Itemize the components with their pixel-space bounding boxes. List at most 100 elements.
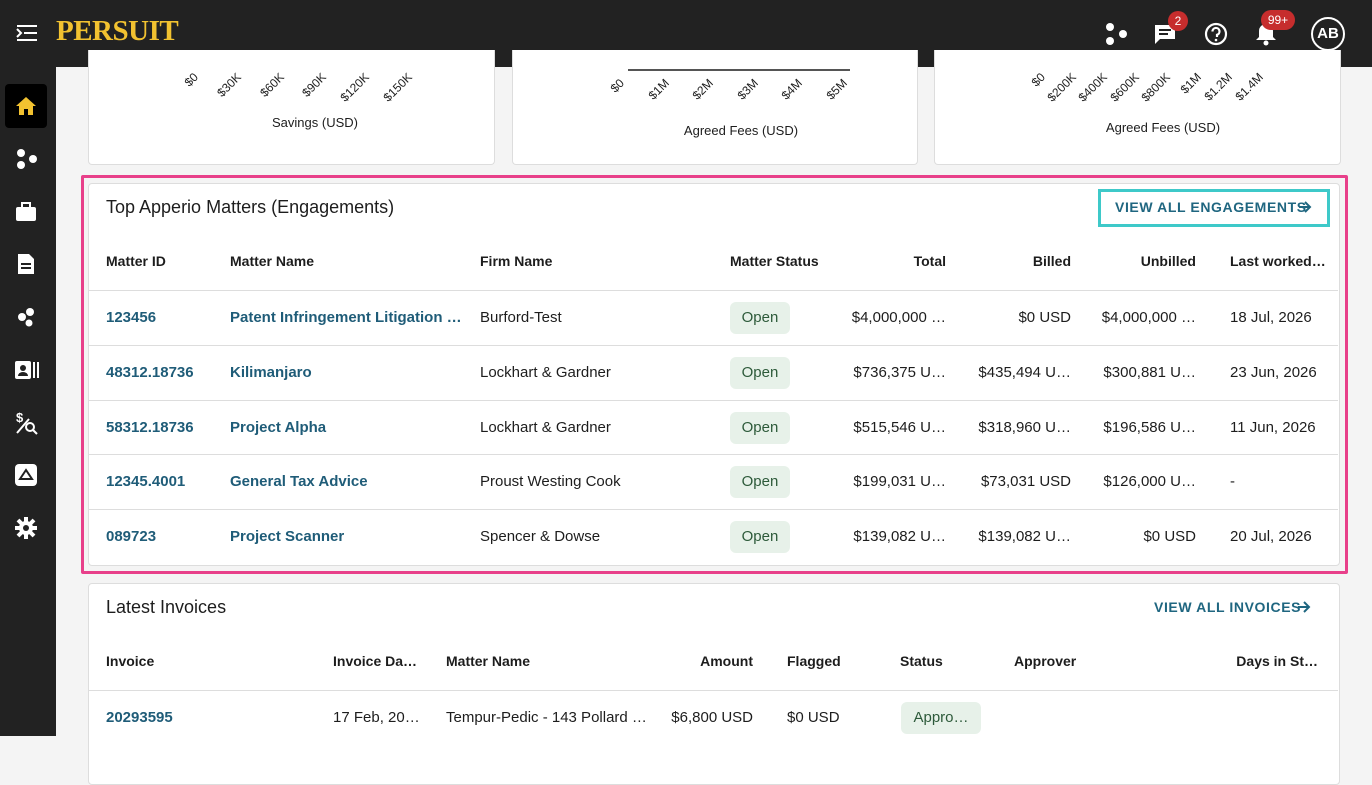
table-cell: $139,082 U… [853, 528, 946, 545]
row-separator [89, 509, 1338, 510]
table-cell: - [1230, 473, 1235, 491]
chart-card [934, 50, 1341, 165]
column-header: Status [900, 653, 943, 669]
table-cell: Proust Westing Cook [480, 473, 621, 491]
table-cell: $0 USD [1018, 309, 1071, 326]
sidebar: $ [0, 67, 56, 736]
table-link[interactable]: 20293595 [106, 709, 173, 726]
column-header: Firm Name [480, 253, 553, 269]
row-separator [89, 290, 1338, 291]
table-link[interactable]: 123456 [106, 309, 157, 326]
table-cell: $435,494 U… [978, 363, 1071, 381]
table-cell: $73,031 USD [980, 473, 1071, 491]
chat-icon[interactable] [1153, 22, 1177, 46]
column-header: Unbilled [1140, 253, 1196, 269]
avatar[interactable]: AB [1311, 17, 1345, 51]
settings-icon[interactable] [15, 517, 37, 539]
briefcase-icon[interactable] [15, 202, 37, 222]
table-link[interactable]: Project Alpha [230, 418, 327, 436]
column-header: Invoice Da… [333, 653, 418, 669]
app-icon[interactable] [14, 463, 38, 487]
table-cell: Spencer & Dowse [480, 528, 601, 545]
axis-line [628, 69, 850, 71]
column-header: Matter Name [446, 653, 531, 669]
invoices-card [88, 583, 1340, 785]
axis-label: Agreed Fees (USD) [683, 123, 799, 138]
network-icon[interactable] [1104, 22, 1130, 46]
column-header: Billed [1032, 253, 1071, 269]
document-icon[interactable] [17, 253, 35, 275]
cluster-icon[interactable] [16, 307, 36, 327]
table-cell: $196,586 U… [1103, 418, 1196, 436]
table-link[interactable]: Kilimanjaro [230, 363, 312, 381]
contacts-icon[interactable] [14, 360, 40, 380]
table-cell: $4,000,000 … [1101, 309, 1196, 326]
table-link[interactable]: 089723 [106, 528, 157, 545]
column-header: Flagged [787, 653, 841, 669]
bell-badge: 99+ [1261, 10, 1295, 30]
matters-card [88, 183, 1340, 566]
audit-icon[interactable]: $ [15, 411, 39, 435]
home-icon[interactable] [15, 95, 37, 117]
table-cell: $126,000 U… [1103, 473, 1196, 491]
column-header: Invoice [106, 653, 155, 669]
column-header: Amount [700, 653, 753, 669]
table-cell: $199,031 U… [853, 473, 946, 491]
table-cell: $736,375 U… [853, 363, 946, 381]
card-title: Top Apperio Matters (Engagements) [106, 197, 395, 217]
arrow-icon [1299, 201, 1312, 213]
axis-label: Savings (USD) [272, 115, 358, 130]
table-cell: $4,000,000 … [851, 309, 946, 326]
svg-text:$: $ [16, 411, 24, 425]
row-separator [89, 690, 1338, 691]
highlight-frame [81, 175, 1348, 574]
table-cell: 17 Feb, 20… [333, 709, 420, 726]
table-cell: Tempur-Pedic - 143 Pollard … [446, 709, 647, 726]
table-cell: $139,082 U… [978, 528, 1071, 545]
table-link[interactable]: Patent Infringement Litigation … [230, 309, 462, 326]
view-all-button[interactable]: VIEW ALL INVOICES [1154, 599, 1302, 615]
column-header: Last worked… [1230, 253, 1326, 269]
network-icon[interactable] [15, 148, 39, 170]
table-cell: $300,881 U… [1103, 363, 1196, 381]
column-header: Total [913, 253, 946, 269]
table-cell: $6,800 USD [671, 709, 753, 726]
table-cell: Burford-Test [480, 309, 562, 326]
menu-icon[interactable] [16, 24, 38, 42]
chart-card [512, 50, 918, 165]
card-title: Latest Invoices [106, 597, 227, 617]
column-header: Matter Status [730, 253, 819, 269]
column-header: Matter Name [230, 253, 315, 269]
arrow-icon [1298, 601, 1311, 613]
status-chip: Open [730, 466, 790, 499]
table-cell: 18 Jul, 2026 [1230, 309, 1312, 326]
logo[interactable]: PERSUIT [56, 15, 179, 47]
column-header: Days in St… [1236, 653, 1318, 669]
table-link[interactable]: General Tax Advice [230, 473, 368, 491]
button-frame[interactable] [1098, 189, 1330, 227]
chart-card [88, 50, 495, 165]
table-link[interactable]: Project Scanner [230, 528, 345, 545]
row-separator [89, 400, 1338, 401]
status-chip: Open [730, 302, 790, 334]
status-chip: Appro… [901, 702, 981, 734]
table-link[interactable]: 12345.4001 [106, 473, 186, 491]
help-icon[interactable] [1204, 22, 1228, 46]
table-cell: 11 Jun, 2026 [1230, 418, 1316, 436]
status-chip: Open [730, 356, 790, 389]
table-cell: 23 Jun, 2026 [1230, 363, 1317, 381]
chat-badge: 2 [1168, 11, 1188, 31]
status-chip: Open [730, 411, 790, 444]
status-chip: Open [730, 521, 790, 553]
column-header: Approver [1014, 653, 1077, 669]
table-link[interactable]: 48312.18736 [106, 363, 194, 381]
row-separator [89, 454, 1338, 455]
view-all-button[interactable]: VIEW ALL ENGAGEMENTS [1115, 199, 1307, 215]
table-cell: 20 Jul, 2026 [1230, 528, 1312, 545]
table-link[interactable]: 58312.18736 [106, 418, 194, 436]
table-cell: $0 USD [1143, 528, 1196, 545]
table-cell: $515,546 U… [853, 418, 946, 436]
table-cell: $0 USD [787, 709, 840, 726]
table-cell: Lockhart & Gardner [480, 418, 611, 436]
